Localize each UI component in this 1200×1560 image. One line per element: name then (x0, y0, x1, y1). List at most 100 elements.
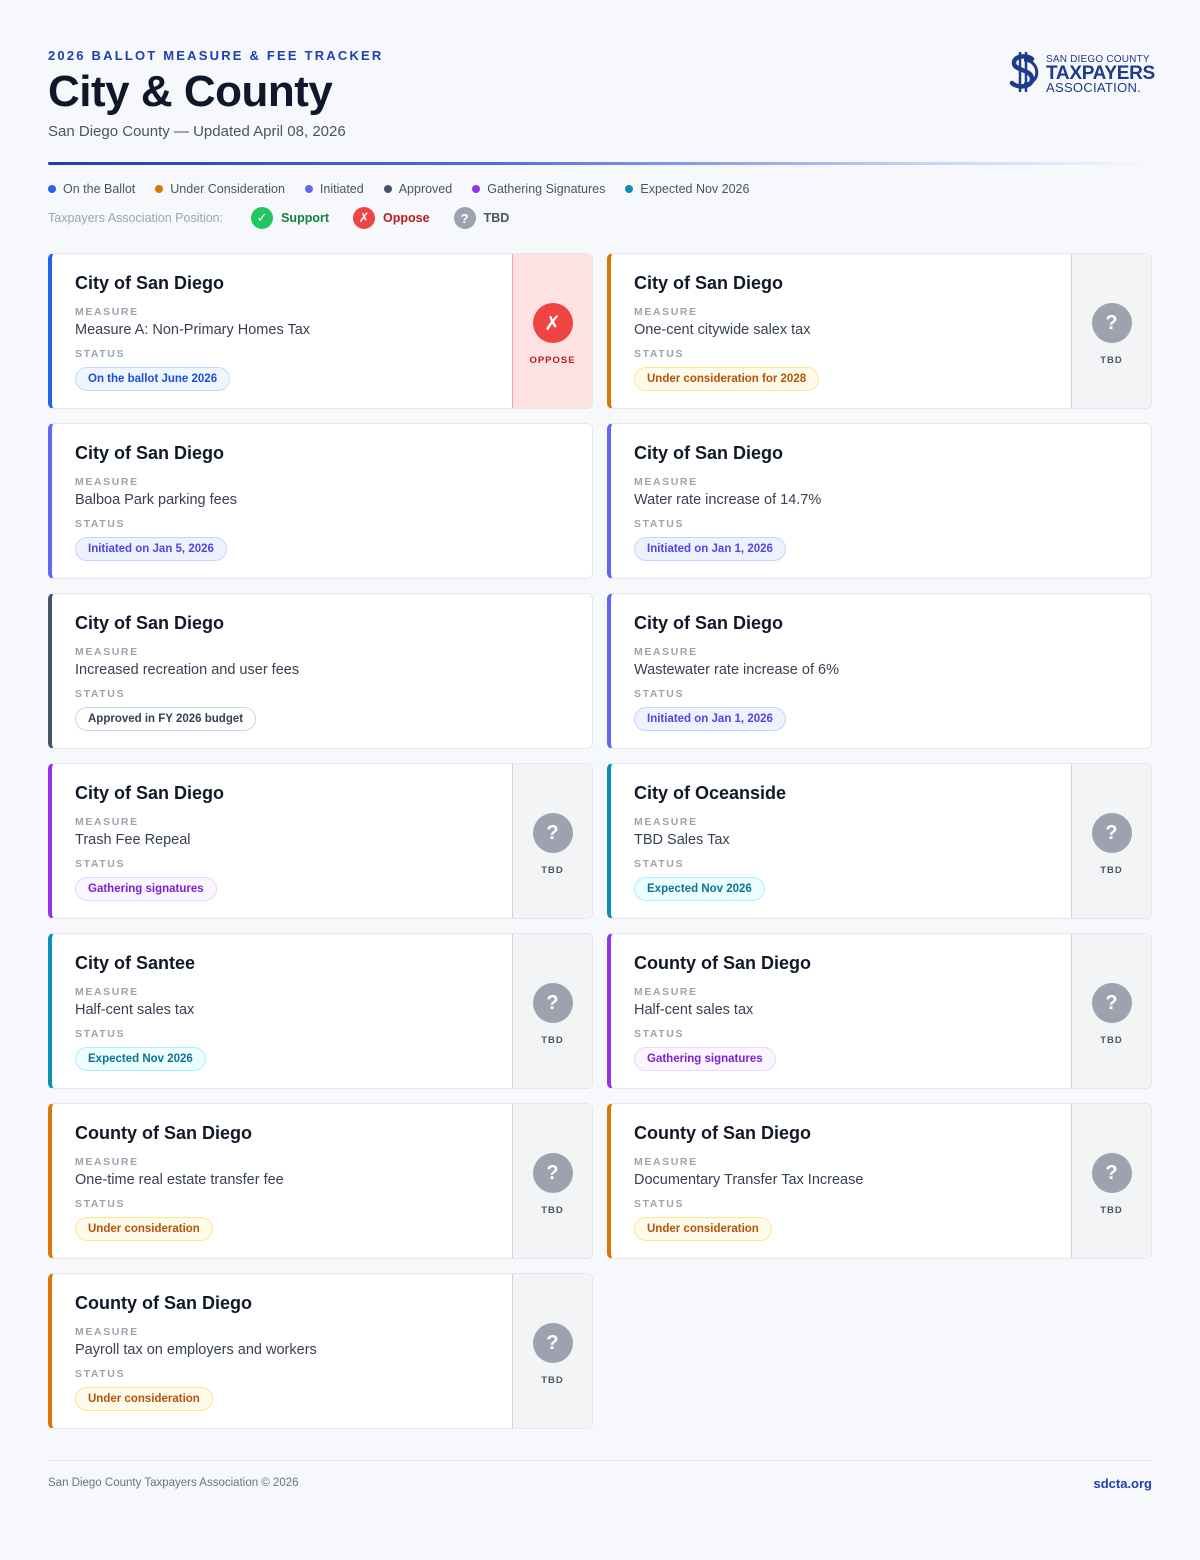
card-entity: County of San Diego (634, 1123, 811, 1143)
check-icon: ✓ (251, 207, 274, 229)
legend-dot (383, 185, 392, 193)
status-label: STATUS (75, 688, 126, 700)
status-label: STATUS (634, 1198, 685, 1210)
status-badge: Under consideration (75, 1387, 213, 1411)
measure-card[interactable]: County of San Diego MEASURE Half-cent sale… (607, 933, 1152, 1089)
legend-item: Expected Nov 2026 (625, 182, 749, 196)
logo-line-3: ASSOCIATION. (1046, 80, 1142, 95)
measure-card[interactable]: City of San Diego MEASURE Water rate incre… (607, 423, 1152, 579)
position-label: TBD (541, 1375, 564, 1386)
legend-dot (155, 185, 164, 193)
card-entity: County of San Diego (634, 953, 811, 973)
sdcta-logo[interactable]: SAN DIEGO COUNTY TAXPAYERS ASSOCIATION. (1002, 50, 1155, 96)
status-badge: Expected Nov 2026 (75, 1047, 206, 1071)
question-icon: ? (532, 983, 573, 1023)
footer-copyright: San Diego County Taxpayers Association ©… (48, 1477, 299, 1489)
status-label: STATUS (75, 518, 126, 530)
legend-item: On the Ballot (48, 182, 135, 196)
status-badge: Gathering signatures (634, 1047, 776, 1071)
header-divider (48, 162, 1152, 165)
status-label: STATUS (634, 348, 685, 360)
card-entity: County of San Diego (75, 1293, 252, 1313)
measure-label: MEASURE (75, 476, 139, 488)
measure-label: MEASURE (75, 1156, 139, 1168)
position-label: TBD (1100, 355, 1123, 366)
measure-card[interactable]: City of San Diego MEASURE Trash Fee Repeal… (48, 763, 593, 919)
x-icon: ✗ (532, 303, 573, 343)
measure-name: Increased recreation and user fees (75, 662, 300, 678)
position-tbd-label: TBD (483, 211, 510, 225)
measure-card[interactable]: City of San Diego MEASURE Wastewater rate … (607, 593, 1152, 749)
status-badge: Under consideration for 2028 (634, 367, 820, 391)
measure-card[interactable]: City of San Diego MEASURE One-cent citywid… (607, 253, 1152, 409)
position-panel: ? TBD (512, 764, 592, 918)
legend-dot (472, 185, 481, 193)
position-label: TBD (541, 1205, 564, 1216)
card-entity: City of Santee (75, 953, 196, 973)
status-legend: On the Ballot Under Consideration Initia… (48, 182, 749, 196)
question-icon: ? (1091, 303, 1132, 343)
position-tbd: ? TBD (453, 207, 510, 229)
measure-name: Payroll tax on employers and workers (75, 1342, 317, 1358)
measure-card[interactable]: County of San Diego MEASURE Documentary Tr… (607, 1103, 1152, 1259)
card-entity: City of San Diego (75, 783, 225, 803)
logo-line-2: TAXPAYERS (1046, 63, 1155, 84)
measure-card[interactable]: City of Santee MEASURE Half-cent sales tax… (48, 933, 593, 1089)
measure-card[interactable]: City of Oceanside MEASURE TBD Sales Tax STA… (607, 763, 1152, 919)
page-title: City & County (48, 67, 333, 116)
position-panel: ? TBD (1071, 1104, 1151, 1258)
status-badge: Initiated on Jan 1, 2026 (634, 537, 786, 561)
page-subtitle: San Diego County — Updated April 08, 202… (48, 123, 346, 140)
status-label: STATUS (75, 1368, 126, 1380)
measure-card[interactable]: City of San Diego MEASURE Measure A: Non-P… (48, 253, 593, 409)
measure-card[interactable]: City of San Diego MEASURE Balboa Park park… (48, 423, 593, 579)
measure-name: TBD Sales Tax (634, 832, 730, 848)
x-icon: ✗ (353, 207, 376, 229)
card-entity: City of San Diego (75, 613, 225, 633)
legend-label: Under Consideration (170, 182, 285, 196)
position-label: TBD (541, 1035, 564, 1046)
legend-label: Initiated (319, 182, 364, 196)
position-panel: ? TBD (512, 1104, 592, 1258)
legend-label: Gathering Signatures (487, 182, 606, 196)
status-label: STATUS (75, 348, 126, 360)
measure-name: One-time real estate transfer fee (75, 1172, 284, 1188)
position-legend: Taxpayers Association Position: ✓ Suppor… (48, 207, 533, 229)
footer-divider (48, 1460, 1152, 1461)
dollar-logo-icon (1009, 52, 1039, 92)
status-label: STATUS (634, 858, 685, 870)
position-support: ✓ Support (251, 207, 329, 229)
position-panel: ? TBD (1071, 764, 1151, 918)
position-panel: ? TBD (512, 1274, 592, 1428)
status-badge: Initiated on Jan 1, 2026 (634, 707, 786, 731)
measure-card[interactable]: County of San Diego MEASURE One-time real … (48, 1103, 593, 1259)
measure-label: MEASURE (75, 646, 139, 658)
measure-label: MEASURE (634, 986, 698, 998)
position-label: TBD (541, 865, 564, 876)
position-panel: ? TBD (1071, 254, 1151, 408)
measure-name: Half-cent sales tax (75, 1002, 195, 1018)
status-label: STATUS (634, 688, 685, 700)
status-label: STATUS (75, 1198, 126, 1210)
measure-label: MEASURE (75, 816, 139, 828)
status-badge: Under consideration (75, 1217, 213, 1241)
status-badge: On the ballot June 2026 (75, 367, 231, 391)
measure-name: Documentary Transfer Tax Increase (634, 1172, 864, 1188)
legend-dot (48, 185, 56, 193)
card-entity: City of San Diego (634, 443, 784, 463)
measure-name: One-cent citywide salex tax (634, 322, 811, 338)
footer-website-link[interactable]: sdcta.org (1093, 1476, 1152, 1491)
measure-name: Trash Fee Repeal (75, 832, 191, 848)
measure-label: MEASURE (634, 646, 698, 658)
measure-card[interactable]: County of San Diego MEASURE Payroll tax on… (48, 1273, 593, 1429)
legend-label: Approved (398, 182, 453, 196)
measure-name: Half-cent sales tax (634, 1002, 754, 1018)
position-support-label: Support (281, 211, 330, 225)
question-icon: ? (532, 1153, 573, 1193)
legend-dot (625, 185, 634, 193)
status-badge: Initiated on Jan 5, 2026 (75, 537, 227, 561)
measure-label: MEASURE (634, 306, 698, 318)
legend-dot (304, 185, 313, 193)
status-badge: Gathering signatures (75, 877, 217, 901)
measure-card[interactable]: City of San Diego MEASURE Increased recrea… (48, 593, 593, 749)
